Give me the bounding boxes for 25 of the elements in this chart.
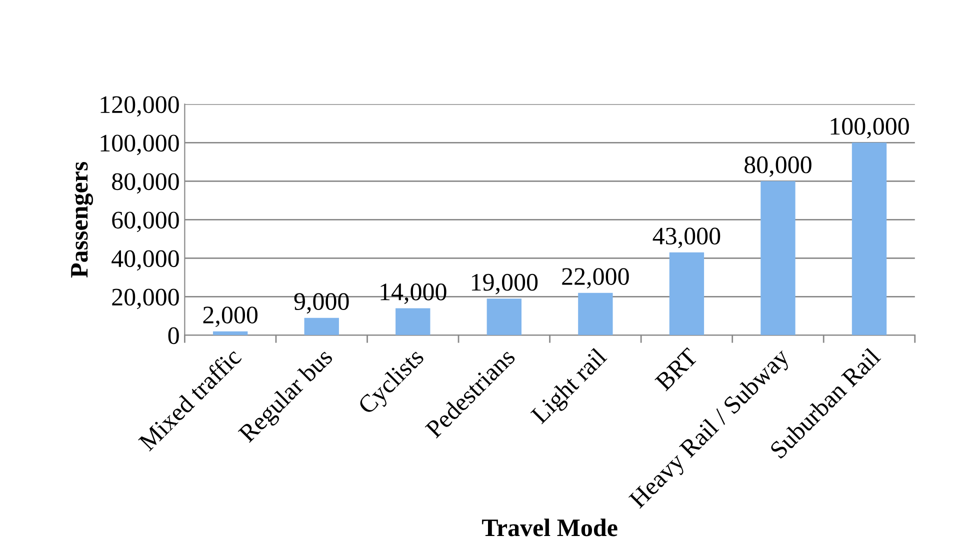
data-label: 22,000 bbox=[562, 268, 629, 289]
bar bbox=[760, 181, 796, 336]
data-label: 100,000 bbox=[830, 118, 909, 138]
y-tick-label: 80,000 bbox=[112, 173, 179, 194]
bar bbox=[486, 298, 522, 336]
bar bbox=[212, 331, 248, 336]
bar bbox=[852, 142, 887, 336]
y-tick-label: 40,000 bbox=[112, 250, 179, 271]
y-tick-label: 60,000 bbox=[112, 212, 179, 232]
data-label: 43,000 bbox=[652, 228, 720, 248]
y-tick-label: 0 bbox=[168, 327, 179, 344]
bar bbox=[396, 308, 430, 336]
y-tick-label: 100,000 bbox=[100, 134, 179, 156]
bar bbox=[304, 318, 339, 336]
data-label: 9,000 bbox=[294, 293, 349, 314]
data-label: 14,000 bbox=[380, 283, 446, 304]
bar bbox=[669, 252, 704, 336]
data-label: 2,000 bbox=[203, 306, 258, 328]
bar bbox=[578, 292, 613, 336]
x-axis-title: Travel Mode bbox=[482, 518, 618, 536]
y-tick-label: 20,000 bbox=[112, 288, 179, 310]
data-label: 80,000 bbox=[744, 156, 812, 177]
y-tick-label: 120,000 bbox=[100, 96, 179, 117]
data-label: 19,000 bbox=[472, 274, 538, 294]
y-axis-title: Passengers bbox=[71, 162, 94, 278]
